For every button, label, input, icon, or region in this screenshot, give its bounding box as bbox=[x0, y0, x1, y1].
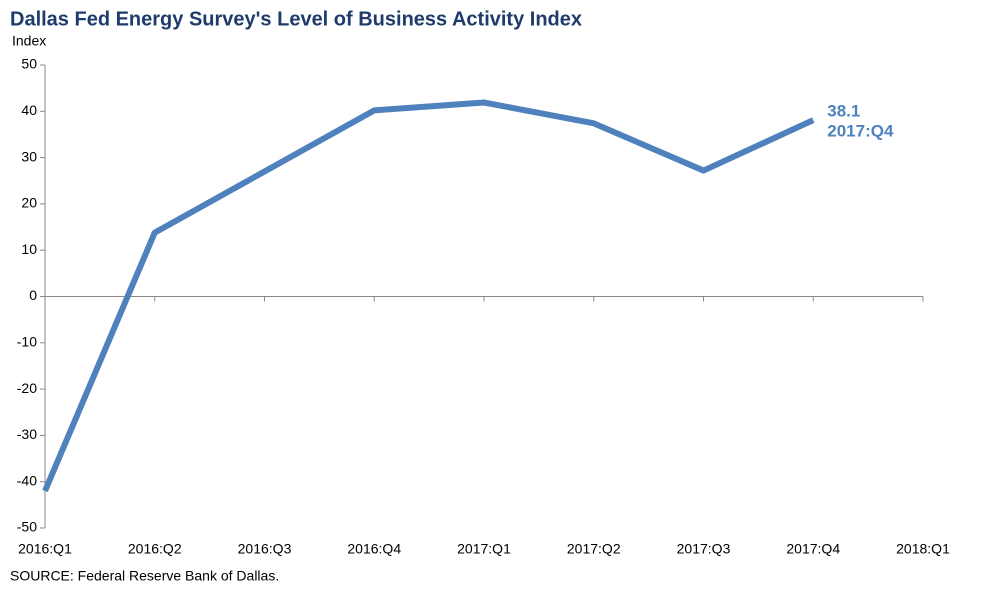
annotation: 38.1 bbox=[827, 102, 860, 121]
x-tick-label: 2017:Q4 bbox=[786, 541, 840, 557]
data-line bbox=[42, 99, 815, 493]
y-tick-label: 40 bbox=[21, 102, 37, 118]
y-tick-label: 20 bbox=[21, 195, 37, 211]
chart-title: Dallas Fed Energy Survey's Level of Busi… bbox=[10, 8, 582, 30]
y-tick-label: -40 bbox=[17, 472, 37, 488]
x-tick-label: 2018:Q1 bbox=[896, 541, 950, 557]
y-tick-label: 30 bbox=[21, 148, 37, 164]
x-tick-label: 2016:Q3 bbox=[238, 541, 292, 557]
y-tick-label: -20 bbox=[17, 380, 37, 396]
x-tick-label: 2016:Q2 bbox=[128, 541, 182, 557]
y-tick-label: 0 bbox=[29, 287, 37, 303]
source: SOURCE: Federal Reserve Bank of Dallas. bbox=[10, 568, 279, 584]
y-tick-label: -30 bbox=[17, 426, 37, 442]
y-axis-label: Index bbox=[12, 33, 46, 49]
x-tick-label: 2016:Q4 bbox=[347, 541, 401, 557]
x-tick-label: 2017:Q3 bbox=[677, 541, 731, 557]
annotation: 2017:Q4 bbox=[827, 122, 894, 141]
y-tick-label: 10 bbox=[21, 241, 37, 257]
y-tick-label: -10 bbox=[17, 334, 37, 350]
y-tick-label: 50 bbox=[21, 56, 37, 72]
x-tick-label: 2017:Q1 bbox=[457, 541, 511, 557]
x-tick-label: 2017:Q2 bbox=[567, 541, 621, 557]
y-tick-label: -50 bbox=[17, 519, 37, 535]
x-tick-label: 2016:Q1 bbox=[18, 541, 72, 557]
